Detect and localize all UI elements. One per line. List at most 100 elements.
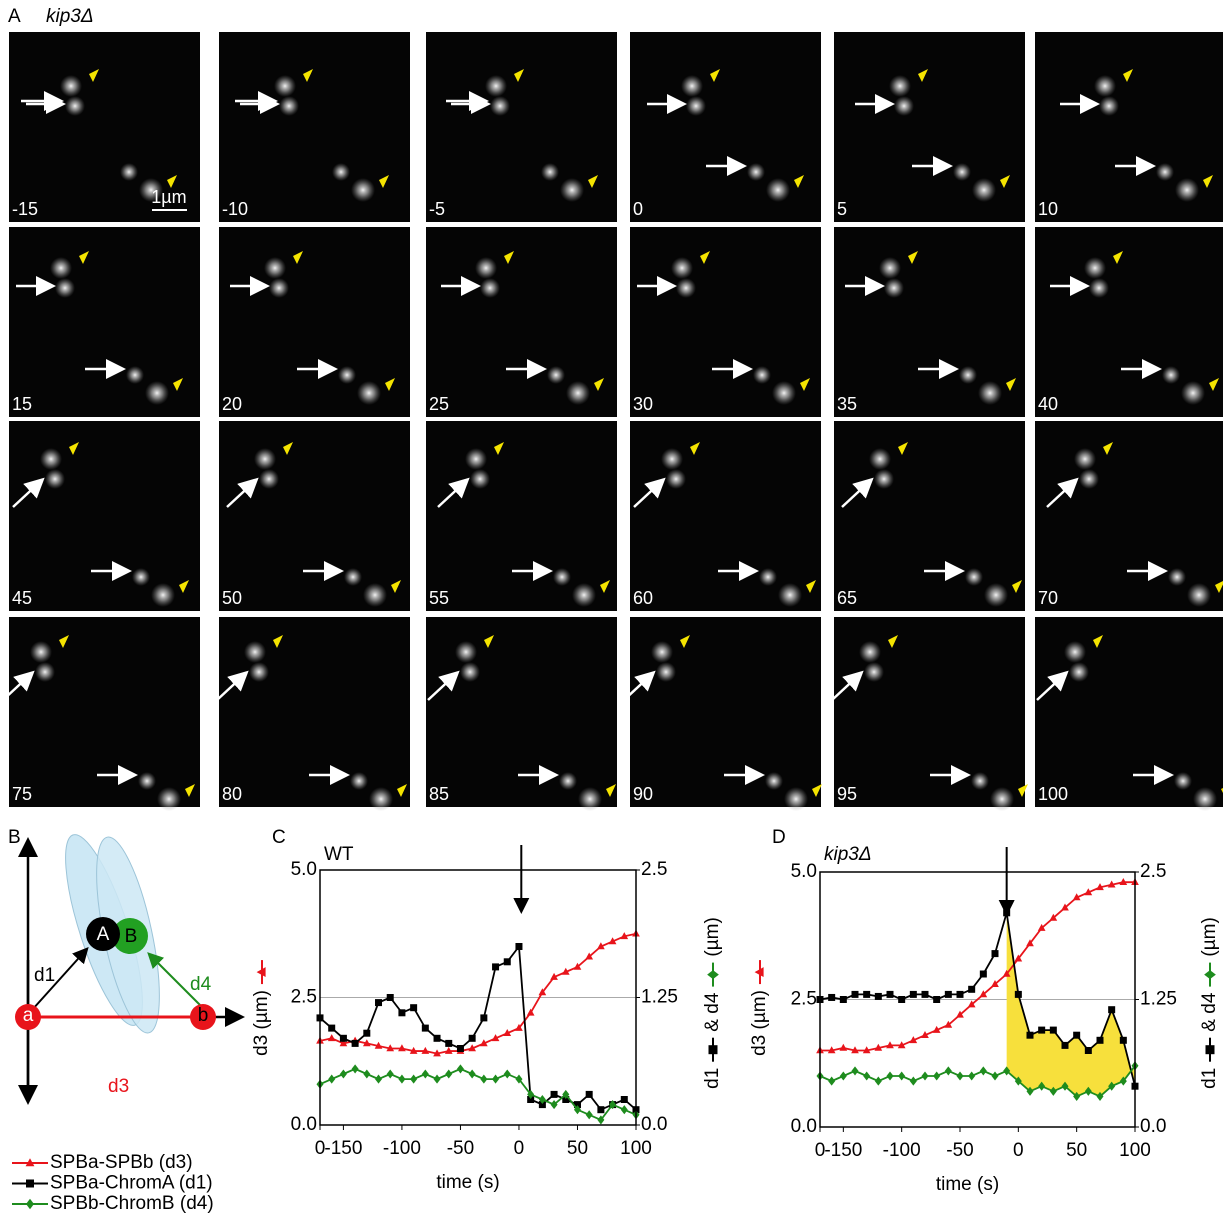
node	[15, 1004, 41, 1030]
fluorescent-spot	[753, 366, 771, 384]
fluorescent-spot	[971, 772, 989, 790]
fluorescent-spot	[566, 381, 590, 405]
marker	[527, 1096, 535, 1103]
node-label: A	[97, 924, 110, 945]
marker	[991, 1071, 999, 1081]
spb-arrowhead	[1093, 635, 1103, 648]
fluorescent-spot	[1079, 469, 1099, 489]
y2-tick-label: 2.5	[641, 859, 667, 880]
d4-arrow	[147, 952, 201, 1006]
marker	[886, 990, 894, 998]
spb-arrowhead	[283, 442, 293, 455]
marker	[944, 1020, 953, 1028]
fluorescent-spot	[1187, 583, 1211, 607]
panel-label: C	[272, 827, 286, 848]
node-label: B	[125, 926, 138, 947]
pointer-arrow	[216, 670, 249, 701]
marker	[968, 985, 976, 993]
microscopy-frame	[219, 32, 410, 222]
marker	[597, 942, 605, 950]
axis-label-row: d1 & d4 (µm)	[702, 917, 723, 1089]
microscopy-frame	[219, 227, 410, 417]
marker	[445, 1039, 453, 1047]
marker	[886, 1071, 894, 1081]
spb-arrowhead	[1123, 69, 1133, 82]
fluorescent-spot	[572, 583, 596, 607]
fluorescent-spot	[894, 96, 914, 116]
fluorescent-spot	[244, 641, 266, 663]
fluorescent-spot	[859, 641, 881, 663]
time-label: 90	[633, 784, 653, 804]
x-tick-label: 0	[315, 1138, 326, 1159]
marker	[851, 990, 859, 998]
plot-frame	[819, 871, 1136, 1128]
marker	[1119, 1076, 1127, 1086]
fluorescent-spot	[1064, 641, 1086, 663]
fluorescent-spot	[1099, 96, 1119, 116]
fluorescent-spot	[686, 96, 706, 116]
marker	[597, 1115, 605, 1125]
spb-arrowhead	[1103, 442, 1113, 455]
axis-label: d1 & d4 (µm)	[1199, 917, 1220, 1089]
marker	[585, 952, 594, 960]
marker	[538, 1094, 546, 1105]
panel-label: D	[772, 827, 786, 848]
marker	[1061, 903, 1069, 911]
marker	[874, 1076, 882, 1086]
marker	[573, 1101, 581, 1109]
marker	[620, 1105, 628, 1115]
fluorescent-spot	[772, 381, 796, 405]
axis-label-row: d1 & d4 (µm)	[1199, 917, 1220, 1089]
fluorescent-spot	[990, 787, 1014, 811]
axis-label-text: & d4	[702, 992, 723, 1032]
marker	[1049, 1086, 1057, 1096]
spb-arrowhead	[806, 580, 816, 593]
marker	[339, 1034, 347, 1042]
fluorescent-spot	[747, 163, 765, 181]
fluorescent-spot	[869, 448, 891, 470]
distance-label: d3	[108, 1076, 129, 1097]
axis-label-text: d3 (µm)	[251, 990, 272, 1056]
marker	[339, 1039, 348, 1047]
fluorescent-spot	[480, 278, 500, 298]
fluorescent-spot	[671, 257, 693, 279]
y2-tick-label: 2.5	[1140, 861, 1166, 882]
marker	[503, 1029, 512, 1036]
fluorescent-spot	[279, 96, 299, 116]
spb-arrowhead	[1018, 784, 1028, 797]
spb-arrowhead	[379, 175, 389, 188]
spb-arrowhead	[173, 378, 183, 391]
marker	[620, 1096, 628, 1103]
spb-arrowhead	[185, 784, 195, 797]
axis-label: d3 (µm)	[749, 960, 770, 1056]
spb-arrowhead	[1012, 580, 1022, 593]
marker	[1072, 893, 1081, 901]
fluorescent-spot	[30, 641, 52, 663]
marker	[526, 1008, 535, 1016]
spb-arrowhead	[514, 69, 524, 82]
axis-label-text: (µm)	[702, 917, 723, 956]
fluorescent-spot	[1181, 381, 1205, 405]
marker	[956, 1071, 964, 1081]
marker	[375, 1074, 383, 1084]
node-label: b	[198, 1005, 209, 1026]
fluorescent-spot	[972, 178, 996, 202]
fluorescent-spot	[259, 469, 279, 489]
fluorescent-spot	[151, 583, 175, 607]
time-label: 35	[837, 394, 857, 414]
microscopy-frame	[834, 32, 1025, 222]
pointer-arrow	[831, 670, 864, 701]
marker	[538, 1101, 546, 1109]
marker	[1038, 1081, 1046, 1091]
time-label: 5	[837, 199, 847, 219]
fluorescent-spot	[55, 278, 75, 298]
spb-arrowhead	[89, 69, 99, 82]
x-tick-label: -150	[324, 1138, 362, 1159]
spb-arrowhead	[594, 378, 604, 391]
axis-label-text: d3 (µm)	[749, 990, 770, 1056]
marker	[573, 1105, 581, 1115]
panel-label: A	[8, 6, 21, 27]
spb-arrowhead	[588, 175, 598, 188]
marker	[351, 1039, 359, 1047]
spb-arrowhead	[600, 580, 610, 593]
